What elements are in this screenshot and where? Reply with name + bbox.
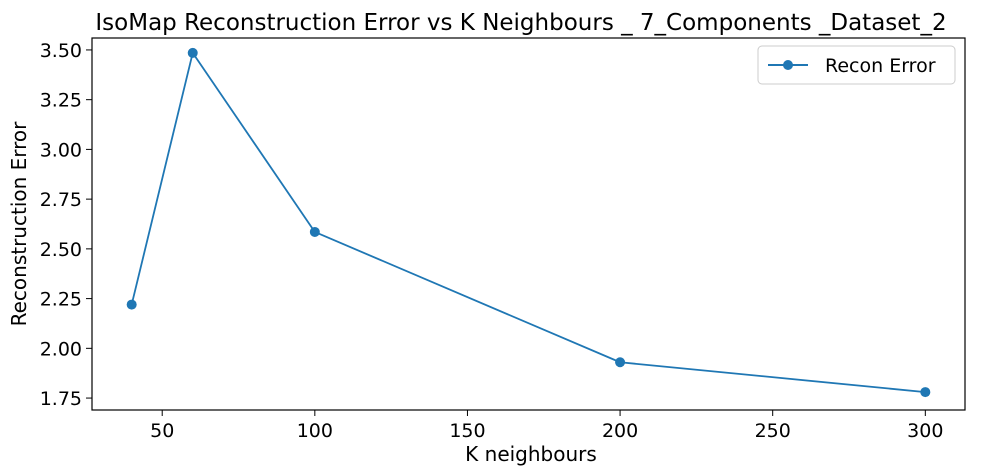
series-layer [126,47,931,398]
legend: Recon Error [757,45,956,85]
y-tick-label: 3.00 [40,139,82,161]
x-tick-label: 300 [907,420,943,442]
data-point [309,226,320,237]
x-tick-label: 200 [602,420,638,442]
y-tick-label: 1.75 [40,388,82,410]
y-tick-label: 2.00 [40,338,82,360]
y-axis: 1.75 2.00 2.25 2.50 2.75 3.00 3.25 3.50 [40,40,92,410]
legend-marker-sample [783,60,793,70]
y-tick-label: 2.25 [40,289,82,311]
legend-box [757,45,956,85]
x-tick-label: 250 [755,420,791,442]
series-line [130,52,926,393]
y-tick-label: 3.50 [40,40,82,62]
y-tick-label: 2.75 [40,189,82,211]
y-tick-label: 3.25 [40,90,82,112]
data-point [615,357,626,368]
x-axis: 50 100 150 200 250 300 [150,410,943,442]
legend-label: Recon Error [825,55,936,77]
x-tick-label: 150 [449,420,485,442]
x-axis-label: K neighbours [465,442,597,466]
y-tick-label: 2.50 [40,239,82,261]
chart-title: IsoMap Reconstruction Error vs K Neighbo… [95,10,946,36]
y-axis-label: Reconstruction Error [7,121,31,327]
plot-area [91,37,966,411]
data-point [187,47,198,58]
data-point [126,299,137,310]
x-tick-label: 100 [297,420,333,442]
x-tick-label: 50 [150,420,174,442]
data-point [920,387,931,398]
plot-frame [91,37,966,411]
